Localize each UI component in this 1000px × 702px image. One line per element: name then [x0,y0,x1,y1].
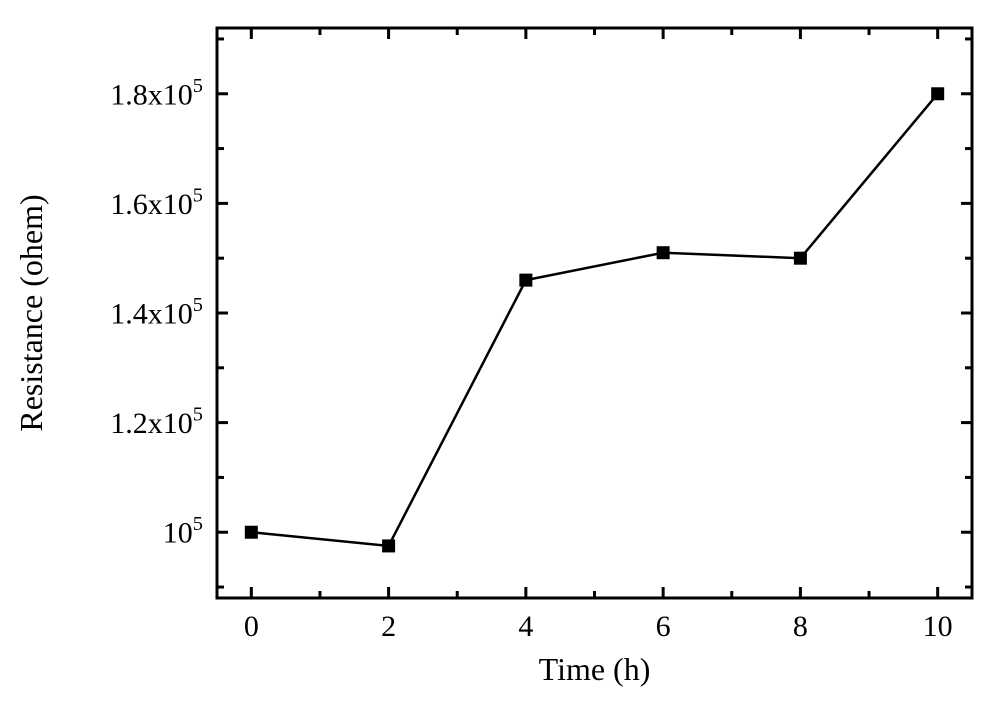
x-tick-label: 8 [793,610,808,643]
chart-container: 02468101051.2x1051.4x1051.6x1051.8x105Ti… [0,0,1000,702]
x-axis-label: Time (h) [539,651,651,687]
series-marker [794,252,806,264]
series-marker [520,274,532,286]
x-tick-label: 2 [381,610,396,643]
series-marker [932,88,944,100]
series-marker [657,247,669,259]
x-tick-label: 10 [923,610,953,643]
series-marker [245,526,257,538]
series-marker [383,540,395,552]
x-tick-label: 6 [656,610,671,643]
y-tick-label: 1.2x105 [110,404,203,441]
x-tick-label: 4 [518,610,533,643]
y-tick-label: 1.6x105 [110,184,203,221]
resistance-vs-time-chart: 02468101051.2x1051.4x1051.6x1051.8x105Ti… [0,0,1000,702]
y-tick-label: 1.4x105 [110,294,203,331]
y-tick-label: 1.8x105 [110,75,203,112]
x-tick-label: 0 [244,610,259,643]
y-axis-label: Resistance (ohem) [13,194,49,431]
